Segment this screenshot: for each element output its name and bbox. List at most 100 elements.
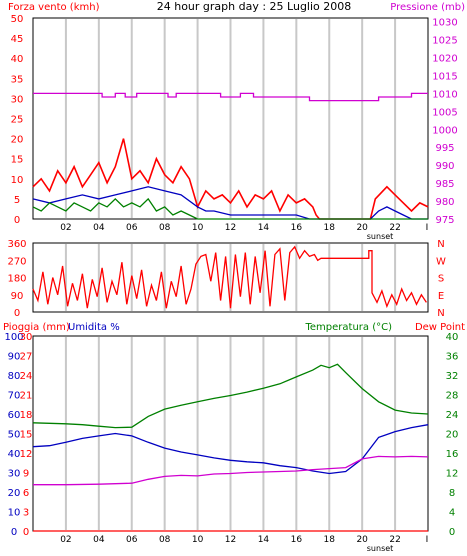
right-tick-label: 20 — [446, 430, 459, 441]
x-end-marker: I — [426, 223, 429, 233]
right-tick-label: 12 — [446, 469, 459, 480]
left-tick-label-2: 12 — [20, 449, 33, 460]
x-tick-label: 22 — [389, 535, 400, 545]
left-tick-label: 30 — [8, 469, 21, 480]
right-tick-label: 40 — [446, 332, 459, 343]
left-tick-label: 10 — [11, 175, 24, 186]
right-tick-label: S — [438, 274, 444, 285]
right-tick-label: 24 — [446, 410, 459, 421]
left-tick-label-2: 27 — [20, 352, 33, 363]
pressure-axis-title: Pressione (mb) — [390, 2, 465, 13]
left-tick-label: 0 — [14, 308, 20, 319]
x-tick-label: 12 — [225, 223, 236, 233]
left-tick-label: 80 — [8, 371, 21, 382]
x-tick-label: 08 — [159, 223, 171, 233]
left-tick-label: 25 — [11, 115, 24, 126]
left-tick-label-2: 0 — [23, 527, 29, 538]
right-tick-label: 1010 — [432, 89, 457, 100]
series-line-1-red — [32, 245, 427, 309]
left-tick-label-2: 15 — [20, 430, 33, 441]
right-tick-label: W — [436, 256, 446, 267]
x-tick-label: 04 — [93, 535, 105, 545]
left-tick-label: 35 — [11, 74, 24, 85]
left-tick-label: 40 — [11, 54, 24, 65]
left-tick-label: 10 — [8, 508, 21, 519]
x-tick-label: 10 — [192, 535, 204, 545]
series-line-2-green — [32, 363, 429, 429]
x-tick-label: 18 — [324, 535, 336, 545]
left-tick-label-2: 21 — [20, 391, 33, 402]
left-tick-label: 0 — [11, 527, 17, 538]
dewpoint-axis-title: Dew Point — [415, 322, 465, 333]
left-tick-label: 100 — [4, 332, 23, 343]
rain-axis-title: Pioggia (mm) — [3, 322, 70, 333]
x-tick-label: 20 — [356, 223, 368, 233]
plot-frame — [32, 242, 429, 313]
right-tick-label: 32 — [446, 371, 459, 382]
left-tick-label: 90 — [8, 352, 21, 363]
left-tick-label: 20 — [11, 135, 24, 146]
x-tick-label: 18 — [324, 223, 336, 233]
x-tick-label: 04 — [93, 223, 105, 233]
x-tick-label: 10 — [192, 223, 204, 233]
x-tick-label: 12 — [225, 535, 236, 545]
right-tick-label: N — [437, 239, 444, 250]
x-tick-label: 06 — [126, 223, 138, 233]
left-tick-label-2: 30 — [20, 332, 33, 343]
wind-axis-title: Forza vento (kmh) — [8, 2, 100, 13]
x-tick-label: 22 — [389, 223, 400, 233]
left-tick-label: 45 — [11, 34, 24, 45]
right-tick-label: E — [438, 291, 444, 302]
right-tick-label: 4 — [449, 508, 455, 519]
series-line-0-blue — [32, 186, 428, 220]
left-tick-label: 360 — [7, 239, 26, 250]
right-tick-label: 1030 — [432, 18, 457, 29]
x-tick-label: 20 — [356, 535, 368, 545]
right-tick-label: 985 — [435, 179, 454, 190]
left-tick-label-2: 6 — [23, 488, 29, 499]
left-tick-label: 20 — [8, 488, 21, 499]
right-tick-label: N — [437, 308, 444, 319]
chart-title: 24 hour graph day : 25 Luglio 2008 — [157, 0, 352, 13]
left-tick-label: 180 — [7, 274, 26, 285]
x-tick-label: 16 — [291, 535, 303, 545]
left-tick-label: 40 — [8, 449, 21, 460]
right-tick-label: 975 — [435, 215, 454, 226]
left-tick-label: 30 — [11, 94, 24, 105]
left-tick-label: 50 — [8, 430, 21, 441]
x-end-marker: I — [426, 535, 429, 545]
right-tick-label: 1020 — [432, 53, 457, 64]
left-tick-label: 60 — [8, 410, 21, 421]
x-tick-label: 16 — [291, 223, 303, 233]
left-tick-label: 70 — [8, 391, 21, 402]
sunset-label: sunset — [367, 544, 394, 553]
humidity-axis-title: Umidita % — [68, 322, 120, 333]
left-tick-label-2: 18 — [20, 410, 33, 421]
left-tick-label-2: 24 — [20, 371, 33, 382]
right-tick-label: 0 — [449, 527, 455, 538]
right-tick-label: 16 — [446, 449, 459, 460]
temperature-axis-title: Temperatura (°C) — [304, 322, 392, 333]
series-line-2-magenta — [33, 455, 429, 486]
right-tick-label: 28 — [446, 391, 459, 402]
left-tick-label: 5 — [14, 195, 20, 206]
x-tick-label: 08 — [159, 535, 171, 545]
right-tick-label: 995 — [435, 143, 454, 154]
x-tick-label: 14 — [258, 535, 270, 545]
x-tick-label: 06 — [126, 535, 138, 545]
left-tick-label: 0 — [14, 215, 20, 226]
right-tick-label: 1015 — [432, 71, 457, 82]
right-tick-label: 1005 — [432, 107, 457, 118]
left-tick-label: 270 — [7, 256, 26, 267]
right-tick-label: 1025 — [432, 36, 457, 47]
right-tick-label: 36 — [446, 352, 459, 363]
right-tick-label: 1000 — [432, 125, 457, 136]
x-tick-label: 14 — [258, 223, 270, 233]
x-tick-label: 02 — [60, 223, 71, 233]
series-line-0-magenta — [33, 92, 428, 102]
left-tick-label-2: 9 — [23, 469, 29, 480]
left-tick-label-2: 3 — [23, 508, 29, 519]
series-line-0-green — [32, 197, 428, 220]
